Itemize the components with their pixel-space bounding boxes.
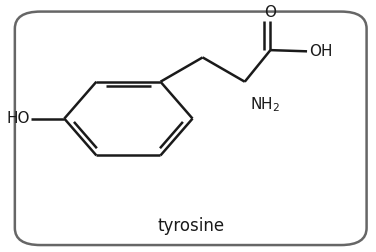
Text: HO: HO [7,111,30,126]
Text: NH$_2$: NH$_2$ [250,95,280,114]
Text: O: O [264,5,276,20]
Text: OH: OH [309,44,332,59]
Text: tyrosine: tyrosine [157,217,224,235]
